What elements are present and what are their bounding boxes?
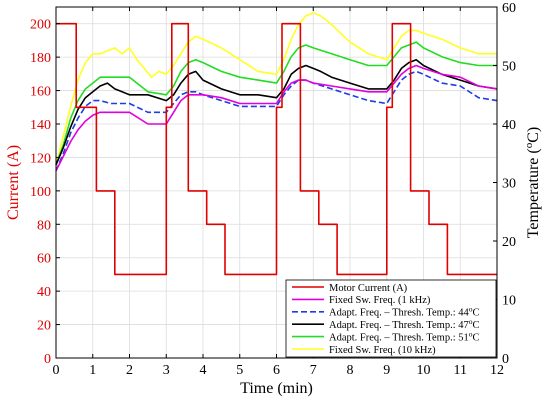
y-left-tick-label: 160 [30, 85, 51, 100]
legend-label-name: Fixed Sw. Freq. (10 kHz) [329, 345, 436, 356]
tick-labels: 0 1 2 3 4 5 6 7 8 9 10 11 12020406080100120140160180… [30, 1, 516, 378]
legend-label-motor-current: Motor Current (A) [329, 283, 408, 294]
series-line-adapt-51 [55, 41, 497, 166]
y-right-tick-label: 60 [502, 1, 516, 16]
y-right-title-base: Temperature ( [525, 148, 542, 238]
y-left-tick-label: 180 [30, 51, 51, 66]
x-tick-label: 7 [310, 363, 317, 378]
y-right-title-end: C) [525, 127, 542, 143]
legend-box [285, 279, 497, 358]
y-right-title-sup: o [523, 142, 535, 148]
y-left-tick-label: 0 [44, 352, 51, 367]
legend-label-name: Adapt. Freq. – Thresh. Temp.: 44 [329, 308, 469, 319]
y-right-tick-label: 10 [502, 294, 516, 309]
x-tick-label: 12 [490, 363, 504, 378]
series-line-fixed-10khz [55, 12, 497, 166]
y-left-tick-label: 140 [30, 118, 51, 133]
y-right-tick-label: 40 [502, 118, 516, 133]
legend-label-name: Adapt. Freq. – Thresh. Temp.: 47 [329, 320, 469, 331]
legend: Motor Current (A)Fixed Sw. Freq. (1 kHz)… [285, 279, 497, 358]
y-left-axis-title: Current (A) [5, 145, 22, 220]
legend-label-fixed-1khz: Fixed Sw. Freq. (1 kHz) [329, 295, 431, 306]
x-tick-label: 6 [273, 363, 280, 378]
y-left-tick-label: 60 [37, 252, 51, 267]
x-tick-label: 5 [236, 363, 243, 378]
legend-label-unit: C [473, 332, 480, 343]
legend-label-sup: o [469, 329, 473, 338]
legend-label-adapt-47: Adapt. Freq. – Thresh. Temp.: 47oC [329, 317, 480, 332]
legend-label-adapt-44: Adapt. Freq. – Thresh. Temp.: 44oC [329, 304, 480, 319]
legend-label-unit: C [473, 308, 480, 319]
series-line-adapt-47 [55, 58, 498, 166]
legend-label-sup: o [469, 317, 473, 326]
x-tick-label: 0 [53, 363, 60, 378]
legend-label-sup: o [469, 304, 473, 313]
y-left-tick-label: 100 [30, 185, 51, 200]
legend-label-fixed-10khz: Fixed Sw. Freq. (10 kHz) [329, 345, 436, 356]
y-right-tick-label: 50 [502, 60, 516, 75]
ticks [55, 6, 498, 359]
x-tick-label: 3 [163, 363, 170, 378]
y-left-tick-label: 200 [30, 18, 51, 33]
legend-label-name: Motor Current (A) [329, 283, 408, 294]
x-tick-label: 4 [200, 363, 207, 378]
y-right-tick-label: 30 [502, 177, 516, 192]
x-tick-label: 9 [383, 363, 390, 378]
legend-label-name: Adapt. Freq. – Thresh. Temp.: 51 [329, 332, 469, 343]
x-tick-label: 11 [454, 363, 467, 378]
legend-label-unit: C [473, 320, 480, 331]
x-axis-title: Time (min) [240, 380, 313, 397]
x-tick-label: 8 [347, 363, 354, 378]
y-right-axis-title: Temperature (oC) [523, 127, 542, 238]
series-group [55, 12, 498, 276]
x-tick-label: 10 [417, 363, 431, 378]
legend-label-name: Fixed Sw. Freq. (1 kHz) [329, 295, 431, 306]
x-tick-label: 2 [126, 363, 133, 378]
y-right-tick-label: 0 [502, 352, 509, 367]
y-left-tick-label: 80 [37, 218, 51, 233]
y-left-tick-label: 20 [37, 319, 51, 334]
y-right-tick-label: 20 [502, 235, 516, 250]
y-left-tick-label: 40 [37, 285, 51, 300]
legend-label-adapt-51: Adapt. Freq. – Thresh. Temp.: 51oC [329, 329, 480, 344]
series-line-motor-current [56, 22, 497, 276]
y-left-tick-label: 120 [30, 151, 51, 166]
series-line-fixed-1khz [55, 64, 498, 172]
x-tick-label: 1 [89, 363, 96, 378]
